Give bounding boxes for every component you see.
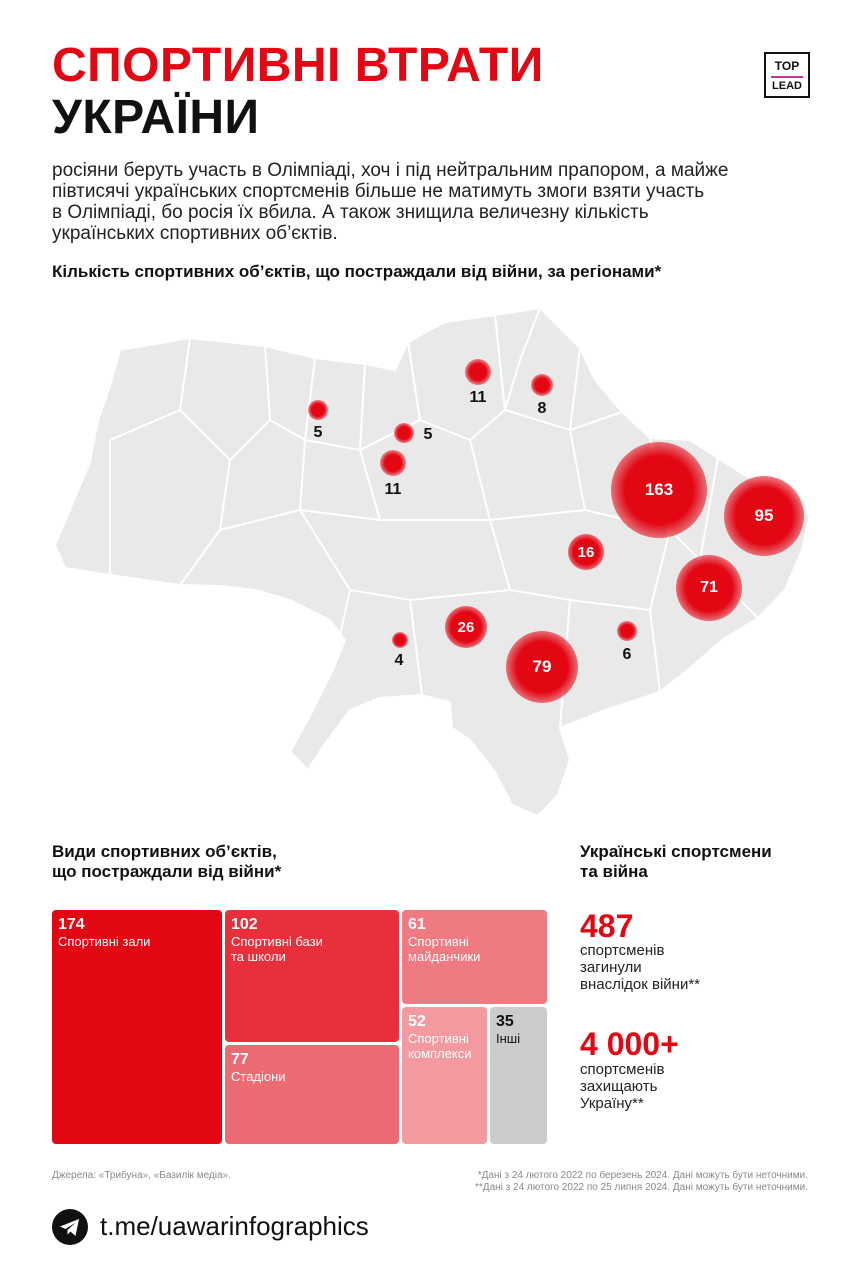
facilities-title: Види спортивних об’єктів, що постраждали… xyxy=(52,842,281,882)
facility-label: Інші xyxy=(496,1031,521,1046)
map-marker-label: 11 xyxy=(469,389,487,406)
facility-tile-bases: 102 Спортивні бази та школи xyxy=(225,910,399,1042)
facility-label: майданчики xyxy=(408,949,481,964)
intro-line: українських спортивних об’єктів. xyxy=(52,223,338,244)
facilities-title-line: що постраждали від війни* xyxy=(52,862,282,881)
map-marker-label: 8 xyxy=(537,400,547,417)
map-title: Кількість спортивних об’єктів, що постра… xyxy=(52,262,662,281)
facility-value: 77 xyxy=(231,1051,249,1068)
stat-label-line: внаслідок війни** xyxy=(580,976,701,993)
facility-tile-complexes: 52 Спортивні комплекси xyxy=(402,1007,487,1144)
map-marker-79: 79 xyxy=(506,631,578,703)
map-marker-label: 11 xyxy=(384,481,402,498)
facility-label: Спортивні зали xyxy=(58,934,151,949)
map-marker-71: 71 xyxy=(676,555,742,621)
facility-tile-gyms: 174 Спортивні зали xyxy=(52,910,222,1144)
top-lead-logo: TOP LEAD xyxy=(764,52,810,98)
athletes-defending-value: 4 000+ xyxy=(580,1026,679,1062)
stat-label-line: загинули xyxy=(580,959,642,976)
telegram-icon[interactable] xyxy=(52,1209,88,1245)
athletes-killed-value: 487 xyxy=(580,908,634,944)
map-marker-16: 16 xyxy=(568,534,604,570)
map-marker xyxy=(531,374,553,396)
map-marker-label: 5 xyxy=(423,426,433,443)
logo-divider xyxy=(771,76,803,78)
map-marker xyxy=(308,400,328,420)
sources-text: Джерела: «Трибуна», «Базилік медіа». xyxy=(52,1170,231,1181)
facility-value: 174 xyxy=(58,916,85,933)
intro-line: півтисячі українських спортсменів більше… xyxy=(52,181,705,202)
map-marker-163: 163 xyxy=(611,442,707,538)
map-marker-95: 95 xyxy=(724,476,804,556)
facility-label: Спортивні xyxy=(408,934,469,949)
title-line-1: СПОРТИВНІ ВТРАТИ xyxy=(52,39,544,92)
oblast-borders xyxy=(109,307,759,729)
intro-line: в Олімпіаді, бо росія їх вбила. А також … xyxy=(52,202,649,223)
stat-label-line: захищають xyxy=(580,1078,658,1095)
logo-top-text: TOP xyxy=(774,59,800,73)
map-marker xyxy=(380,450,406,476)
intro-text: росіяни беруть участь в Олімпіаді, хоч і… xyxy=(52,160,812,244)
facility-value: 35 xyxy=(496,1013,514,1030)
telegram-plane-glyph xyxy=(60,1219,79,1236)
facility-value: 61 xyxy=(408,916,426,933)
ukraine-map-shape xyxy=(53,306,812,818)
athletes-defending-label: спортсменів захищають Україну** xyxy=(580,1061,664,1112)
map-marker xyxy=(392,632,408,648)
map-marker-label: 4 xyxy=(394,652,404,669)
map-marker xyxy=(394,423,414,443)
stat-label-line: спортсменів xyxy=(580,1061,665,1078)
athletes-title-line: Українські спортсмени xyxy=(580,842,772,861)
map-marker-label: 5 xyxy=(313,424,323,441)
stat-label-line: спортсменів xyxy=(580,942,665,959)
facility-value: 52 xyxy=(408,1013,426,1030)
footnote: **Дані з 24 лютого 2022 по 25 липня 2024… xyxy=(475,1182,808,1193)
facility-value: 102 xyxy=(231,916,258,933)
facilities-title-line: Види спортивних об’єктів, xyxy=(52,842,277,861)
map-marker-label: 6 xyxy=(622,646,632,663)
athletes-title-line: та війна xyxy=(580,862,648,881)
facility-tile-other: 35 Інші xyxy=(490,1007,547,1144)
facility-label: та школи xyxy=(231,949,286,964)
facility-tile-playgrounds: 61 Спортивні майданчики xyxy=(402,910,547,1004)
logo-bottom-text: LEAD xyxy=(772,80,802,92)
telegram-link[interactable]: t.me/uawarinfographics xyxy=(100,1211,369,1241)
stat-label-line: Україну** xyxy=(580,1095,644,1112)
map-marker xyxy=(465,359,491,385)
facility-label: Стадіони xyxy=(231,1069,286,1084)
footnotes: *Дані з 24 лютого 2022 по березень 2024.… xyxy=(475,1170,808,1194)
athletes-killed-label: спортсменів загинули внаслідок війни** xyxy=(580,942,700,993)
facility-label: Спортивні xyxy=(408,1031,469,1046)
ukraine-map: 5 5 11 11 8 4 6 163 95 16 71 26 79 xyxy=(50,300,820,820)
ukraine-outline xyxy=(53,306,812,818)
intro-line: росіяни беруть участь в Олімпіаді, хоч і… xyxy=(52,160,729,181)
facility-label: комплекси xyxy=(408,1046,472,1061)
athletes-title: Українські спортсмени та війна xyxy=(580,842,772,882)
map-marker xyxy=(617,621,637,641)
facility-tile-stadiums: 77 Стадіони xyxy=(225,1045,399,1144)
footnote: *Дані з 24 лютого 2022 по березень 2024.… xyxy=(477,1170,808,1181)
facility-label: Спортивні бази xyxy=(231,934,323,949)
map-marker-26: 26 xyxy=(445,606,487,648)
title-line-2: УКРАЇНИ xyxy=(52,91,260,144)
